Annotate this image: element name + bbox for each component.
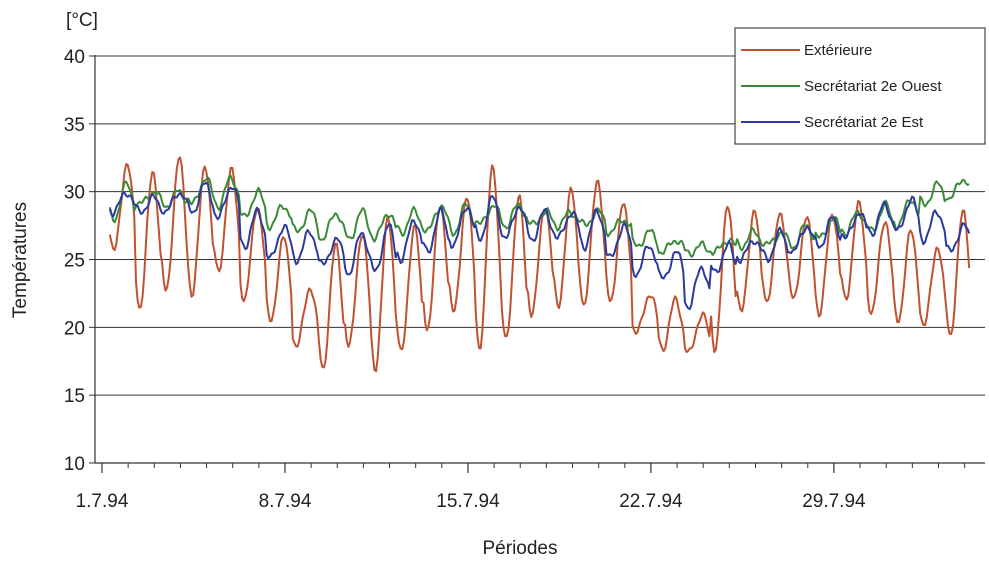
- axes: 10 15 20 25 30 35 40 1.7.94 8.7.94 15.7.94 22.7.94…: [64, 47, 985, 512]
- y-tick-label: 10: [64, 454, 85, 475]
- legend-label: Extérieure: [804, 42, 872, 59]
- legend: Extérieure Secrétariat 2e Ouest Secrétaria…: [734, 27, 986, 145]
- series-lines: [108, 156, 971, 373]
- x-tick-label: 8.7.94: [259, 491, 312, 512]
- y-axis-title: Températures: [10, 202, 31, 318]
- x-axis-title: Périodes: [483, 538, 558, 559]
- y-tick-label: 40: [64, 47, 85, 68]
- y-tick-label: 35: [64, 115, 85, 136]
- x-tick-label: 22.7.94: [619, 491, 683, 512]
- y-tick-label: 30: [64, 183, 85, 204]
- legend-label: Secrétariat 2e Est: [804, 114, 924, 131]
- series-line-3: [108, 181, 971, 311]
- x-tick-label: 29.7.94: [802, 491, 866, 512]
- x-tick-label: 15.7.94: [436, 491, 500, 512]
- y-tick-label: 20: [64, 318, 85, 339]
- y-tick-label: 25: [64, 251, 85, 272]
- series-line-1: [108, 156, 971, 373]
- y-tick-label: 15: [64, 386, 85, 407]
- grid-lines: [95, 55, 985, 396]
- y-unit-label: [°C]: [66, 10, 98, 31]
- x-tick-label: 1.7.94: [76, 491, 129, 512]
- legend-label: Secrétariat 2e Ouest: [804, 78, 942, 95]
